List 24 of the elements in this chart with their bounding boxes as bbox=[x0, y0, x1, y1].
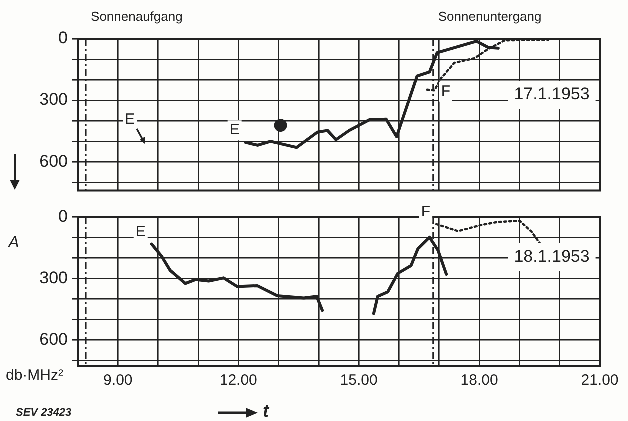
series-label: F bbox=[421, 204, 431, 221]
x-axis-title: t bbox=[263, 400, 270, 421]
x-tick-label: 21.00 bbox=[581, 372, 619, 390]
text: db·MHz² bbox=[6, 367, 64, 384]
annotation: 18.1.1953 bbox=[514, 246, 590, 266]
y-tick-label: 600 bbox=[40, 330, 68, 350]
series-label: F bbox=[441, 83, 451, 100]
y-tick-label: 300 bbox=[40, 268, 68, 288]
y-tick-label: 300 bbox=[40, 90, 68, 110]
annotation: 17.1.1953 bbox=[514, 84, 590, 104]
series-label: E bbox=[230, 122, 240, 139]
ref-line-label: Sonnenuntergang bbox=[438, 9, 542, 24]
x-tick-label: 18.00 bbox=[460, 372, 498, 390]
annotation: E bbox=[125, 111, 136, 128]
y-tick-label: 0 bbox=[58, 28, 68, 48]
series-label: E bbox=[136, 223, 146, 240]
y-tick-label: 600 bbox=[40, 152, 68, 171]
x-tick-label: 12.00 bbox=[220, 372, 258, 390]
y-tick-label: 0 bbox=[58, 206, 68, 226]
x-tick-label: 9.00 bbox=[104, 372, 133, 390]
y-axis-title: A bbox=[8, 234, 20, 252]
text: SEV 23423 bbox=[16, 407, 72, 420]
x-tick-label: 15.00 bbox=[340, 372, 378, 390]
ref-line-label: Sonnenaufgang bbox=[91, 9, 183, 24]
